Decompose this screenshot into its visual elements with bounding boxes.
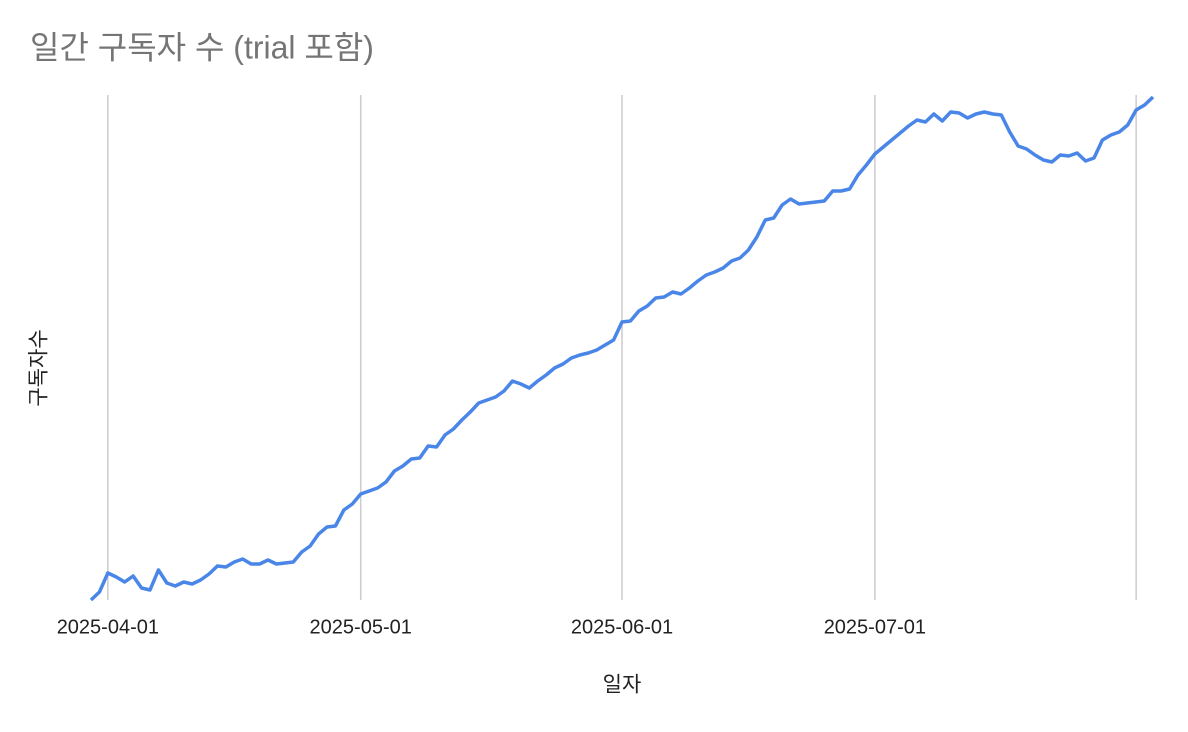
y-axis-label: 구독자수 [28,329,51,406]
x-tick-label: 2025-04-01 [57,616,159,638]
x-tick-label: 2025-07-01 [824,616,926,638]
data-line [89,95,1155,602]
chart-title: 일간 구독자 수 (trial 포함) [30,29,374,65]
x-axis-label: 일자 [603,674,642,697]
x-tick-label: 2025-05-01 [310,616,412,638]
x-tick-label: 2025-06-01 [571,616,673,638]
